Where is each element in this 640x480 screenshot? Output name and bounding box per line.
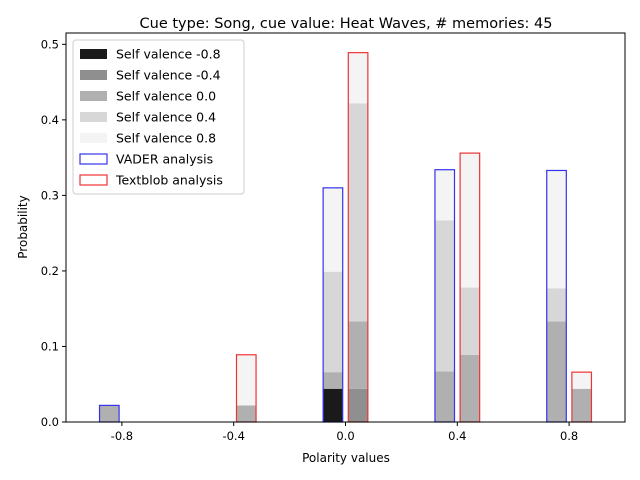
legend-swatch — [80, 70, 107, 80]
bar-segment-vader-x4-s3 — [546, 288, 567, 322]
y-axis: 0.0 0.1 0.2 0.3 0.4 0.5 — [41, 37, 66, 429]
bar-segment-vader-x3-s3 — [434, 220, 455, 372]
x-tick-label: 0.0 — [336, 429, 354, 443]
bar-segment-textblob-x3-s4 — [460, 153, 480, 288]
y-tick-label: 0.3 — [41, 188, 59, 202]
bar-segment-vader-x4-s2 — [546, 321, 567, 422]
legend: Self valence -0.8 Self valence -0.4 Self v… — [72, 39, 245, 195]
bar-segment-textblob-x1-s4 — [236, 354, 257, 406]
bar-segment-textblob-x3-s3 — [460, 287, 480, 355]
legend-swatch — [80, 133, 107, 143]
bar-segment-textblob-x4-s4 — [571, 372, 592, 389]
x-axis: -0.8 -0.4 0.0 0.4 0.8 — [111, 422, 578, 443]
legend-label: VADER analysis — [116, 152, 213, 167]
x-axis-label: Polarity values — [302, 451, 390, 465]
y-tick-label: 0.5 — [41, 37, 59, 51]
legend-label: Textblob analysis — [115, 173, 223, 188]
x-tick-label: -0.4 — [222, 429, 244, 443]
bar-segment-textblob-x2-s4 — [348, 52, 368, 104]
y-tick-label: 0.0 — [41, 415, 59, 429]
y-axis-label: Probability — [16, 195, 30, 258]
x-tick-label: -0.8 — [111, 429, 133, 443]
bar-segment-vader-x3-s4 — [434, 169, 455, 221]
legend-swatch — [80, 112, 107, 122]
y-tick-label: 0.4 — [41, 113, 59, 127]
legend-label: Self valence -0.8 — [116, 47, 221, 62]
bar-segment-vader-x2-s2 — [323, 372, 343, 389]
bar-segment-textblob-x2-s1 — [348, 388, 368, 422]
chart-title: Cue type: Song, cue value: Heat Waves, #… — [140, 16, 553, 32]
bar-segment-vader-x2-s0 — [323, 388, 343, 422]
y-tick-label: 0.1 — [41, 339, 59, 353]
bar-segment-vader-x3-s2 — [434, 371, 455, 422]
bars-layer — [98, 52, 593, 423]
legend-label: Self valence 0.8 — [116, 131, 216, 146]
legend-label: Self valence -0.4 — [116, 68, 221, 83]
bar-segment-textblob-x4-s2 — [571, 388, 592, 422]
legend-swatch — [79, 174, 108, 186]
bar-segment-vader-x0-s2 — [99, 405, 120, 422]
bar-segment-textblob-x2-s3 — [348, 103, 368, 322]
legend-label: Self valence 0.4 — [116, 110, 216, 125]
y-tick-label: 0.2 — [41, 264, 59, 278]
bar-segment-textblob-x1-s2 — [236, 405, 257, 422]
x-tick-label: 0.8 — [560, 429, 578, 443]
bar-segment-vader-x2-s4 — [323, 187, 343, 272]
legend-swatch — [79, 153, 108, 165]
bar-segment-textblob-x2-s2 — [348, 321, 368, 389]
x-tick-label: 0.4 — [448, 429, 466, 443]
legend-swatch — [80, 91, 107, 101]
bar-segment-textblob-x3-s2 — [460, 354, 480, 422]
bar-segment-vader-x4-s4 — [546, 170, 567, 289]
legend-box — [72, 39, 245, 195]
legend-label: Self valence 0.0 — [116, 89, 216, 104]
bar-segment-vader-x2-s3 — [323, 271, 343, 373]
legend-swatch — [80, 49, 107, 59]
